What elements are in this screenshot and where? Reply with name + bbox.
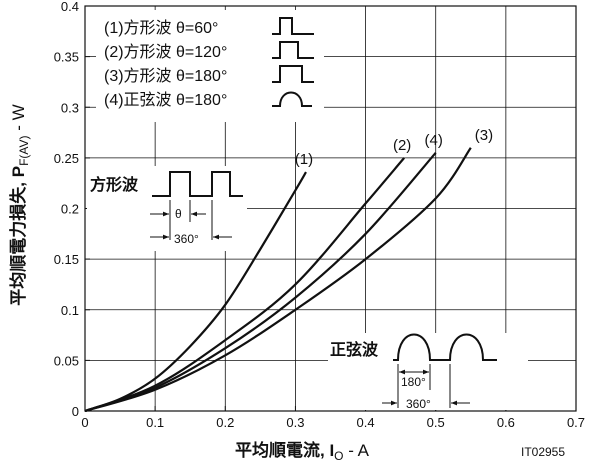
series-line-4 <box>84 152 437 413</box>
legend-waveform-symbol <box>272 41 314 59</box>
axis-ticks: 0 0.1 0.2 0.3 0.4 0.5 0.6 0.7 0 0.05 0.1 0.15 0.2 0.2… <box>54 0 585 430</box>
series-end-label-1: (1) <box>295 151 313 168</box>
y-tick-label: 0 <box>72 404 79 419</box>
x-tick-label: 0.6 <box>497 415 515 430</box>
sine-period-label: 360° <box>406 397 431 411</box>
y-tick-label: 0.25 <box>54 151 79 166</box>
y-axis-title-unit: - W <box>9 104 28 135</box>
sine-wave-annotation: 正弦波 180° 360° <box>328 333 528 411</box>
y-tick-label: 0.2 <box>61 202 79 217</box>
y-tick-label: 0.1 <box>61 303 79 318</box>
square-theta-label: θ <box>175 207 182 221</box>
svg-text:平均順電力損失, PF(AV) - W: 平均順電力損失, PF(AV) - W <box>8 104 31 305</box>
x-tick-label: 0.7 <box>567 415 585 430</box>
x-axis-title-unit: - A <box>344 441 370 460</box>
series-group: (1) (2) (3) (4) <box>84 127 493 413</box>
series-line-3 <box>84 147 472 413</box>
y-tick-label: 0.4 <box>61 0 79 14</box>
y-tick-label: 0.3 <box>61 100 79 115</box>
legend-waveform-symbol <box>272 65 314 83</box>
square-wave-title: 方形波 <box>90 175 139 194</box>
x-tick-label: 0.5 <box>427 415 445 430</box>
x-axis-title: 平均順電流, IO - A <box>235 440 370 462</box>
sine-half-label: 180° <box>401 375 426 389</box>
x-axis-title-subscript: O <box>334 449 343 462</box>
series-end-label-2: (2) <box>393 137 411 154</box>
y-axis-title-subscript: F(AV) <box>17 135 31 165</box>
square-wave-shape <box>152 171 243 197</box>
y-tick-label: 0.15 <box>54 252 79 267</box>
series-line-1 <box>84 171 307 413</box>
sine-wave-shape <box>393 333 497 361</box>
series-line-2 <box>84 157 406 413</box>
legend-item: (3)方形波 θ=180° <box>104 65 314 85</box>
x-tick-label: 0 <box>81 415 88 430</box>
y-axis-title: 平均順電力損失, PF(AV) - W <box>8 104 31 305</box>
x-tick-label: 0.3 <box>286 415 304 430</box>
y-tick-label: 0.35 <box>54 50 79 65</box>
square-wave-annotation: 方形波 θ 360° <box>87 166 247 251</box>
x-axis-title-main: 平均順電流, I <box>235 440 334 460</box>
svg-text:平均順電流, IO - A: 平均順電流, IO - A <box>235 440 370 462</box>
legend-item: (4)正弦波 θ=180° <box>104 91 312 109</box>
y-axis-title-main: 平均順電力損失, P <box>8 166 28 306</box>
sine-wave-title: 正弦波 <box>330 340 379 359</box>
legend-item: (1)方形波 θ=60° <box>104 17 314 37</box>
y-tick-label: 0.05 <box>54 353 79 368</box>
legend-label: (3)方形波 θ=180° <box>104 67 227 85</box>
legend-label: (4)正弦波 θ=180° <box>104 91 227 109</box>
series-end-label-3: (3) <box>475 127 493 144</box>
x-tick-label: 0.4 <box>357 415 375 430</box>
series-end-label-4: (4) <box>425 132 443 149</box>
x-tick-label: 0.1 <box>146 415 164 430</box>
legend: (1)方形波 θ=60° (2)方形波 θ=120° (3)方形波 θ=180° (4… <box>96 10 324 122</box>
figure-code: IT02955 <box>521 445 565 459</box>
legend-item: (2)方形波 θ=120° <box>104 41 314 61</box>
legend-waveform-symbol <box>272 17 314 35</box>
square-period-label: 360° <box>174 232 199 246</box>
legend-waveform-symbol <box>272 91 312 107</box>
legend-label: (2)方形波 θ=120° <box>104 43 227 61</box>
legend-label: (1)方形波 θ=60° <box>104 19 218 37</box>
x-tick-label: 0.2 <box>216 415 234 430</box>
